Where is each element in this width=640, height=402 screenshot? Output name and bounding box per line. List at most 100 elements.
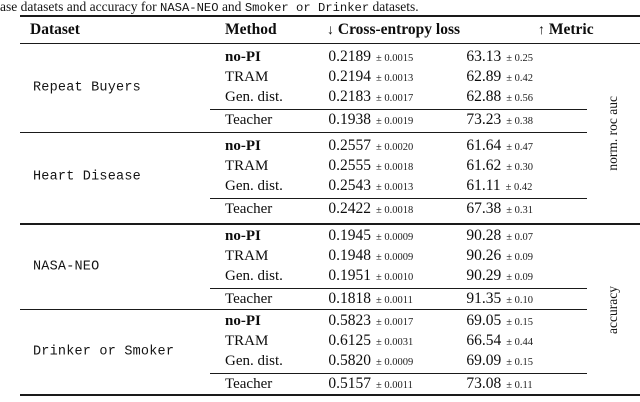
- dataset-label: Heart Disease: [33, 169, 141, 185]
- ce-loss-stddev: ± 0.0013: [376, 73, 414, 84]
- caption-dataset-smoker-drinker: Smoker or Drinker: [244, 1, 370, 15]
- metric-stddev: ± 0.11: [506, 380, 533, 391]
- group-accuracy: NASA-NEO no-PI 0.1945 ± 0.0009 90.28 ± 0.0…: [0, 225, 640, 394]
- metric-cell: 73.23 ± 0.38: [466, 110, 587, 129]
- method-cell: Teacher: [225, 201, 273, 217]
- ce-loss-value: 0.1951: [328, 267, 372, 284]
- table-row: Gen. dist. 0.2183 ± 0.0017 62.88 ± 0.56: [210, 87, 587, 107]
- cross-entropy-header-label: Cross-entropy loss: [334, 21, 461, 38]
- metric-value: 69.05: [466, 312, 502, 329]
- ce-loss-stddev: ± 0.0017: [376, 317, 414, 328]
- ce-loss-stddev: ± 0.0009: [376, 357, 414, 368]
- metric-stddev: ± 0.10: [506, 295, 533, 306]
- dataset-label: Repeat Buyers: [33, 80, 141, 96]
- table-bottom-rule: [20, 394, 640, 396]
- metric-stddev: ± 0.42: [505, 182, 533, 193]
- caption-text: ase datasets and accuracy for: [0, 0, 161, 14]
- block-nasa-neo: NASA-NEO no-PI 0.1945 ± 0.0009 90.28 ± 0.0…: [0, 225, 640, 309]
- caption-dataset-nasa-neo: NASA-NEO: [160, 1, 219, 15]
- ce-loss-value: 0.1938: [328, 111, 372, 128]
- table-row-teacher: Teacher 0.1818 ± 0.0011 91.35 ± 0.10: [210, 288, 587, 308]
- ce-loss-cell: 0.6125 ± 0.0031: [328, 331, 466, 351]
- metric-value: 90.28: [466, 227, 502, 244]
- down-arrow-icon: ↓: [327, 23, 334, 38]
- metric-stddev: ± 0.07: [506, 232, 533, 243]
- metric-stddev: ± 0.09: [506, 252, 533, 263]
- caption-conjunction: and: [218, 0, 245, 14]
- ce-loss-stddev: ± 0.0015: [376, 53, 414, 64]
- ce-loss-cell: 0.2422 ± 0.0018: [328, 199, 466, 218]
- ce-loss-value: 0.2189: [328, 48, 372, 65]
- ce-loss-value: 0.1818: [328, 290, 372, 307]
- ce-loss-cell: 0.1945 ± 0.0009: [328, 226, 466, 246]
- metric-cell: 61.62 ± 0.30: [466, 156, 587, 176]
- metric-value: 91.35: [466, 290, 502, 307]
- ce-loss-stddev: ± 0.0009: [376, 232, 414, 243]
- ce-loss-cell: 0.2189 ± 0.0015: [328, 47, 466, 67]
- table-row: no-PI 0.1945 ± 0.0009 90.28 ± 0.07: [210, 226, 587, 246]
- metric-value: 61.64: [466, 137, 502, 154]
- metric-value: 61.62: [466, 157, 502, 174]
- metric-value: 73.08: [466, 375, 502, 392]
- ce-loss-value: 0.2543: [328, 177, 372, 194]
- metric-value: 63.13: [466, 48, 502, 65]
- metric-value: 62.88: [466, 88, 502, 105]
- ce-loss-cell: 0.1948 ± 0.0009: [328, 246, 466, 266]
- ce-loss-stddev: ± 0.0018: [376, 205, 414, 216]
- block-separator-rule: [20, 309, 587, 310]
- ce-loss-stddev: ± 0.0010: [376, 272, 414, 283]
- ce-loss-cell: 0.2555 ± 0.0018: [328, 156, 466, 176]
- block-rows: no-PI 0.1945 ± 0.0009 90.28 ± 0.07 TRAM 0.…: [210, 226, 587, 308]
- dataset-label: NASA-NEO: [33, 259, 100, 275]
- ce-loss-value: 0.5820: [328, 352, 372, 369]
- column-header-dataset: Dataset: [30, 21, 80, 38]
- metric-stddev: ± 0.42: [506, 73, 533, 84]
- block-rows: no-PI 0.2189 ± 0.0015 63.13 ± 0.25 TRAM 0.…: [210, 47, 587, 129]
- metric-stddev: ± 0.38: [506, 116, 533, 127]
- method-cell: TRAM: [225, 69, 269, 85]
- method-cell: no-PI: [225, 228, 261, 244]
- metric-cell: 62.88 ± 0.56: [466, 87, 587, 107]
- metric-cell: 69.09 ± 0.15: [466, 351, 587, 371]
- ce-loss-stddev: ± 0.0009: [376, 252, 414, 263]
- metric-cell: 90.29 ± 0.09: [466, 266, 587, 286]
- method-cell: Teacher: [225, 112, 273, 128]
- method-cell: Teacher: [225, 376, 273, 392]
- table-row: Gen. dist. 0.1951 ± 0.0010 90.29 ± 0.09: [210, 266, 587, 286]
- ce-loss-cell: 0.5823 ± 0.0017: [328, 311, 466, 331]
- table-row: TRAM 0.6125 ± 0.0031 66.54 ± 0.44: [210, 331, 587, 351]
- table-row-teacher: Teacher 0.2422 ± 0.0018 67.38 ± 0.31: [210, 198, 587, 218]
- metric-header-label: Metric: [545, 21, 594, 38]
- column-header-cross-entropy-loss: ↓ Cross-entropy loss: [327, 17, 460, 43]
- header-bottom-rule: [20, 43, 640, 44]
- method-cell: no-PI: [225, 138, 261, 154]
- ce-loss-value: 0.5823: [328, 312, 372, 329]
- metric-cell: 73.08 ± 0.11: [466, 374, 587, 393]
- ce-loss-stddev: ± 0.0017: [376, 93, 414, 104]
- block-rows: no-PI 0.5823 ± 0.0017 69.05 ± 0.15 TRAM 0.…: [210, 311, 587, 393]
- ce-loss-cell: 0.1951 ± 0.0010: [328, 266, 466, 286]
- table-row-teacher: Teacher 0.1938 ± 0.0019 73.23 ± 0.38: [210, 109, 587, 129]
- ce-loss-value: 0.2557: [328, 137, 372, 154]
- dataset-label: Drinker or Smoker: [33, 344, 175, 360]
- metric-cell: 63.13 ± 0.25: [466, 47, 587, 67]
- block-drinker-or-smoker: Drinker or Smoker no-PI 0.5823 ± 0.0017 6…: [0, 310, 640, 394]
- block-heart-disease: Heart Disease no-PI 0.2557 ± 0.0020 61.64…: [0, 133, 640, 221]
- method-cell: Gen. dist.: [225, 268, 283, 284]
- ce-loss-value: 0.2555: [328, 157, 372, 174]
- metric-value: 66.54: [466, 332, 502, 349]
- metric-cell: 67.38 ± 0.31: [466, 199, 587, 218]
- ce-loss-stddev: ± 0.0011: [376, 380, 413, 391]
- group-label-rotated: norm. roc auc: [602, 44, 624, 223]
- ce-loss-value: 0.2183: [328, 88, 372, 105]
- ce-loss-cell: 0.1938 ± 0.0019: [328, 110, 466, 129]
- table-row: Gen. dist. 0.5820 ± 0.0009 69.09 ± 0.15: [210, 351, 587, 371]
- method-cell: TRAM: [225, 248, 269, 264]
- metric-stddev: ± 0.44: [506, 337, 533, 348]
- metric-value: 62.89: [466, 68, 502, 85]
- metric-cell: 62.89 ± 0.42: [466, 67, 587, 87]
- table-row: TRAM 0.2194 ± 0.0013 62.89 ± 0.42: [210, 67, 587, 87]
- metric-cell: 91.35 ± 0.10: [466, 289, 587, 308]
- table-row: no-PI 0.2189 ± 0.0015 63.13 ± 0.25: [210, 47, 587, 67]
